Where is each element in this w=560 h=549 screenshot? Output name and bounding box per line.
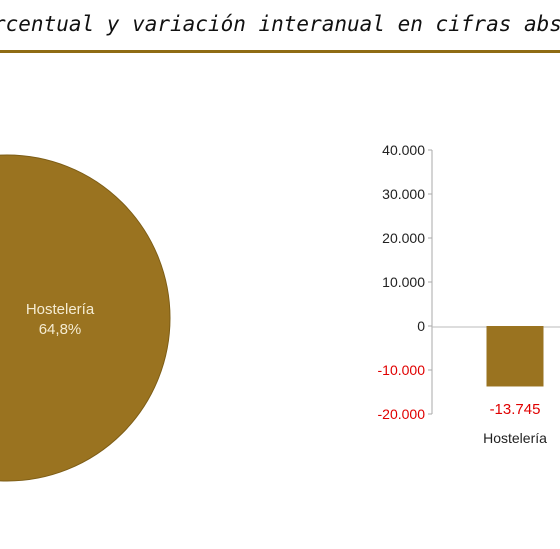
bar-hostelería: [486, 326, 544, 387]
y-tick-label: 0: [417, 318, 425, 334]
bar-chart: 40.00030.00020.00010.0000-10.000-20.000 …: [378, 142, 560, 446]
bar-value-labels: -13.745: [490, 401, 541, 418]
pie-slice-label: Hostelería: [26, 301, 95, 318]
page-title: rcentual y variación interanual en cifra…: [0, 12, 560, 36]
pie-slice-value-label: 64,8%: [39, 321, 82, 338]
bar-value-label: -13.745: [490, 401, 541, 418]
title-divider: [0, 50, 560, 53]
y-tick-label: 10.000: [382, 274, 425, 290]
y-tick-label: 40.000: [382, 142, 425, 158]
y-tick-label: -10.000: [378, 362, 426, 378]
pie-chart: Hostelería 64,8%: [0, 154, 171, 482]
x-category-label: Hostelería: [483, 430, 547, 446]
bars-group: [486, 326, 544, 387]
pie-slice-hosteleria: [0, 154, 171, 482]
y-tick-label: 30.000: [382, 186, 425, 202]
y-tick-label: 20.000: [382, 230, 425, 246]
category-labels: Hostelería: [483, 430, 547, 446]
y-axis-ticks: 40.000 30.000 20.000 10.000 0 -10.000 -20.000: [378, 142, 432, 422]
y-tick-label: -20.000: [378, 406, 426, 422]
